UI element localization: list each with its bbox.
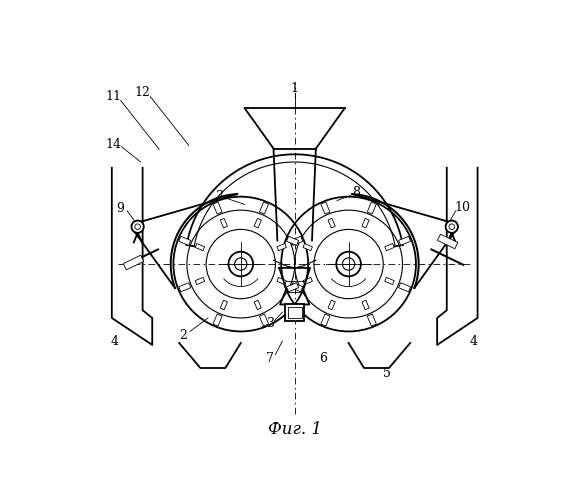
Text: 13: 13 (260, 317, 276, 330)
Text: 3: 3 (216, 190, 224, 203)
Bar (285, 304, 304, 320)
Polygon shape (362, 218, 369, 228)
Text: 11: 11 (105, 90, 121, 103)
Polygon shape (321, 314, 330, 326)
Text: 9: 9 (117, 202, 125, 214)
Polygon shape (195, 278, 205, 284)
Polygon shape (385, 278, 394, 284)
Text: 5: 5 (383, 368, 391, 380)
Polygon shape (328, 218, 335, 228)
Polygon shape (286, 236, 298, 246)
Text: 10: 10 (454, 200, 470, 213)
Polygon shape (254, 300, 261, 310)
Polygon shape (220, 218, 228, 228)
Polygon shape (286, 282, 298, 292)
Polygon shape (367, 314, 377, 326)
Text: 2: 2 (179, 329, 187, 342)
Bar (288, 307, 302, 318)
Polygon shape (179, 282, 191, 292)
Polygon shape (385, 244, 394, 250)
Polygon shape (303, 244, 312, 250)
Text: 4: 4 (111, 336, 119, 348)
Polygon shape (179, 236, 191, 246)
Text: 4: 4 (470, 336, 478, 348)
Polygon shape (291, 282, 303, 292)
Polygon shape (259, 202, 269, 214)
Bar (438, 234, 458, 249)
Polygon shape (195, 244, 205, 250)
Polygon shape (303, 278, 312, 284)
Polygon shape (367, 202, 377, 214)
Text: Фиг. 1: Фиг. 1 (268, 421, 321, 438)
Polygon shape (362, 300, 369, 310)
Polygon shape (220, 300, 228, 310)
Text: 14: 14 (105, 138, 121, 151)
Polygon shape (259, 314, 269, 326)
Circle shape (446, 220, 458, 233)
Polygon shape (277, 278, 286, 284)
Polygon shape (321, 202, 330, 214)
Polygon shape (277, 244, 286, 250)
Text: 12: 12 (135, 86, 151, 99)
Text: 7: 7 (266, 352, 274, 365)
Text: 1: 1 (291, 82, 298, 96)
Polygon shape (398, 282, 411, 292)
Polygon shape (254, 218, 261, 228)
Polygon shape (398, 236, 411, 246)
Text: 6: 6 (320, 352, 328, 365)
Bar (123, 255, 144, 270)
Circle shape (132, 220, 144, 233)
Polygon shape (328, 300, 335, 310)
Polygon shape (291, 236, 303, 246)
Text: 8: 8 (352, 186, 361, 200)
Polygon shape (213, 202, 222, 214)
Polygon shape (213, 314, 222, 326)
